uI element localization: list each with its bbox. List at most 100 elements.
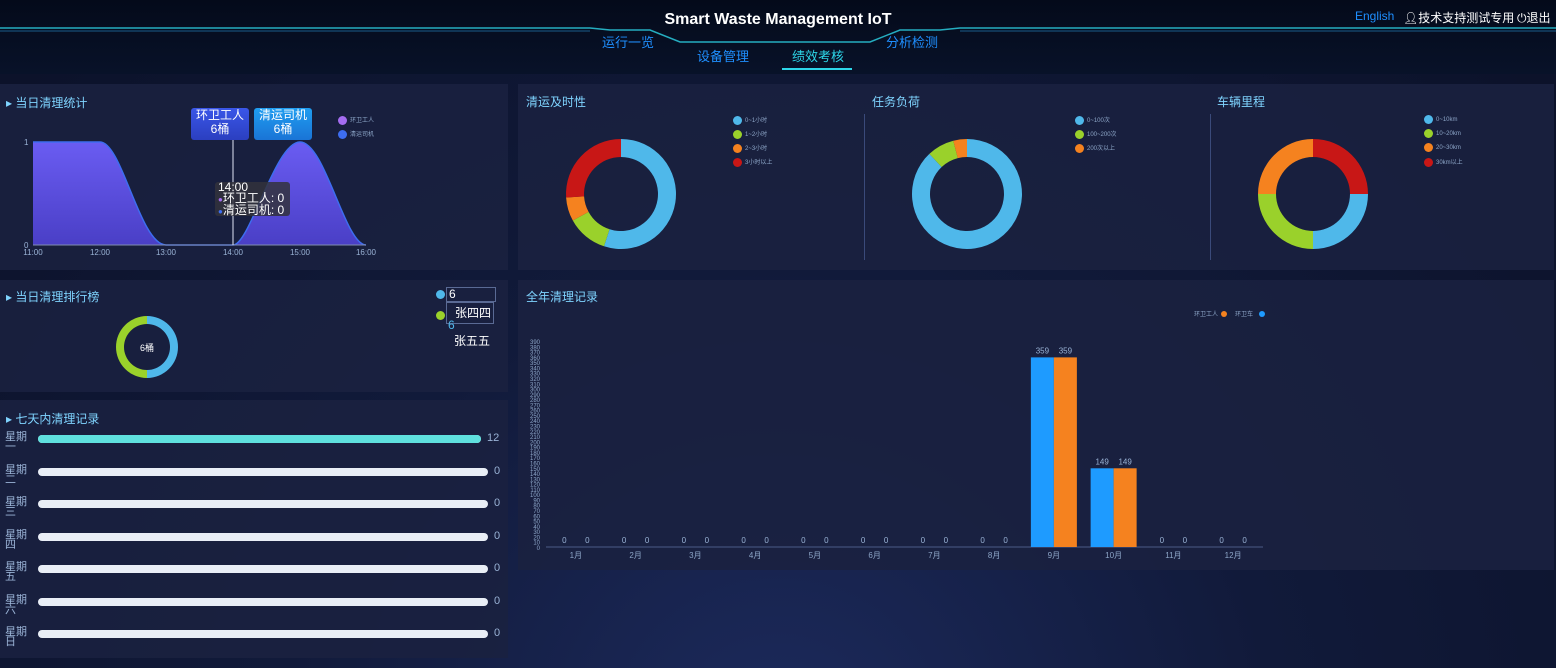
legend-dot-icon — [733, 115, 742, 125]
legend-label: 20~30km — [1436, 145, 1461, 152]
legend-label: 1~2小时 — [745, 132, 768, 138]
legend-label: 环卫工人 — [350, 118, 375, 124]
tab-device-management[interactable]: 设备管理 — [697, 49, 750, 64]
timeliness-legend-item[interactable]: 2~3小时 — [733, 143, 767, 153]
bar-value-label: 0 — [884, 536, 889, 545]
user-menu[interactable]: 👤︎技术支持测试专用 — [1403, 9, 1514, 26]
bar-vehicle[interactable] — [1053, 357, 1077, 547]
day-label: 星期四 — [5, 528, 27, 551]
x-tick: 5月 — [809, 551, 821, 560]
tab-analysis[interactable]: 分析检测 — [886, 35, 939, 50]
day-bar-value: 0 — [494, 627, 501, 639]
language-switch[interactable]: English — [1355, 9, 1395, 23]
timeliness-legend-item[interactable]: 0~1小时 — [733, 115, 767, 125]
rank-value-box: 6 — [446, 287, 496, 302]
mileage-slice[interactable] — [1313, 139, 1368, 194]
mileage-slice[interactable] — [1258, 194, 1313, 249]
x-tick: 11月 — [1165, 551, 1181, 560]
day-bar-value: 0 — [494, 529, 501, 542]
day-bar-track — [38, 630, 488, 638]
task-load-legend-item[interactable]: 0~100次 — [1075, 115, 1110, 125]
x-tick: 12月 — [1225, 551, 1242, 560]
mileage-legend-item[interactable]: 0~10km — [1424, 115, 1458, 124]
task-load-legend-item[interactable]: 200次以上 — [1075, 143, 1115, 153]
daily-area-chart[interactable]: 1 0 11:00 12:00 13:00 14:00 15:00 16:00 — [0, 84, 508, 270]
legend-label: 0~1小时 — [745, 118, 768, 124]
legend-dot-icon — [1424, 115, 1433, 124]
day-bar-value: 0 — [494, 497, 501, 509]
task-load-slice[interactable] — [929, 140, 958, 168]
legend-dot-icon[interactable] — [1221, 311, 1227, 317]
daily-stats-panel: ▸ 当日清理统计 环卫工人 清运司机 1 0 11:00 12:00 13:00… — [0, 84, 508, 270]
rank-donut-chart[interactable]: 6桶 — [110, 310, 184, 384]
legend-label: 清运司机 — [350, 132, 375, 138]
mileage-slice[interactable] — [1258, 139, 1313, 194]
bar-vehicle[interactable] — [1113, 468, 1137, 547]
worker-count-badge: 环卫工人 6桶 — [191, 108, 249, 140]
legend-label: 环卫工人 — [1194, 311, 1218, 318]
y-tick: 350 — [530, 361, 541, 367]
task-load-slice[interactable] — [912, 139, 1022, 249]
daily-stats-title: ▸ 当日清理统计 — [6, 96, 88, 110]
seven-day-title: ▸ 七天内清理记录 — [6, 412, 100, 426]
y-tick: 230 — [530, 425, 541, 431]
rank-value: 6 — [448, 318, 455, 332]
day-bar-track — [38, 435, 481, 443]
timeliness-legend-item[interactable]: 1~2小时 — [733, 129, 767, 139]
tooltip-line: 清运司机: 0 — [222, 203, 285, 217]
mileage-legend-item[interactable]: 30km以上 — [1424, 157, 1463, 167]
yearly-bar-chart[interactable]: 环卫工人 环卫车 10203040506070809010011012013014… — [518, 280, 1554, 570]
legend-dot-icon — [338, 115, 347, 125]
daily-stats-legend-worker[interactable]: 环卫工人 — [338, 115, 374, 125]
bar-worker[interactable] — [1030, 357, 1054, 547]
driver-count-badge: 清运司机 6桶 — [254, 108, 312, 140]
tab-overview[interactable]: 运行一览 — [602, 35, 655, 50]
task-load-slice[interactable] — [953, 139, 967, 159]
x-tick: 2月 — [629, 551, 641, 560]
task-load-legend-item[interactable]: 100~200次 — [1075, 129, 1117, 139]
legend-label: 3小时以上 — [745, 160, 773, 166]
tooltip-time: 14:00 — [218, 180, 249, 194]
mileage-slice[interactable] — [1313, 194, 1368, 249]
day-label: 星期三 — [5, 496, 27, 518]
mileage-legend-item[interactable]: 20~30km — [1424, 143, 1461, 152]
legend-label: 100~200次 — [1087, 132, 1117, 138]
y-tick: 180 — [530, 451, 541, 457]
timeliness-legend-item[interactable]: 3小时以上 — [733, 157, 772, 167]
y-tick: 100 — [530, 493, 541, 499]
timeliness-slice[interactable] — [604, 139, 676, 249]
bar-value-label: 0 — [980, 536, 985, 545]
y-tick: 330 — [530, 372, 541, 378]
day-label: 星期日 — [5, 626, 27, 648]
timeliness-slice[interactable] — [572, 211, 610, 247]
day-bar-fill — [38, 435, 481, 443]
page-title: Smart Waste Management IoT — [664, 11, 892, 28]
y-tick: 50 — [533, 520, 540, 526]
legend-dot-icon[interactable] — [1259, 311, 1265, 317]
day-bar-value: 12 — [487, 432, 500, 444]
tab-performance[interactable]: 绩效考核 — [792, 49, 845, 64]
y-tick: 310 — [530, 382, 541, 388]
y-tick: 270 — [530, 403, 541, 409]
donut-row-panel: 清运及时性 任务负荷 车辆里程 0~1小时 1~2小时 2~3小时 3小时以上 … — [518, 84, 1554, 270]
rank-slice[interactable] — [147, 316, 178, 378]
header-frame-decoration — [0, 27, 1556, 43]
bar-value-label: 149 — [1095, 457, 1109, 466]
day-bar-track — [38, 532, 488, 541]
timeliness-slice[interactable] — [566, 196, 589, 221]
task-load-title: 任务负荷 — [872, 95, 921, 109]
x-tick: 8月 — [988, 551, 1000, 560]
daily-rank-title: ▸ 当日清理排行榜 — [6, 290, 100, 304]
donut-charts[interactable] — [518, 84, 1554, 270]
y-tick: 30 — [533, 530, 540, 536]
mileage-legend-item[interactable]: 10~20km — [1424, 129, 1461, 138]
y-tick: 0 — [537, 546, 541, 552]
x-tick: 7月 — [928, 551, 940, 560]
timeliness-slice[interactable] — [566, 139, 621, 198]
rank-slice[interactable] — [116, 316, 147, 378]
bar-worker[interactable] — [1090, 468, 1114, 547]
daily-stats-legend-driver[interactable]: 清运司机 — [338, 129, 374, 139]
logout-button[interactable]: ⏻退出 — [1517, 9, 1551, 26]
y-tick: 250 — [530, 414, 541, 420]
legend-dot-icon — [733, 129, 742, 139]
